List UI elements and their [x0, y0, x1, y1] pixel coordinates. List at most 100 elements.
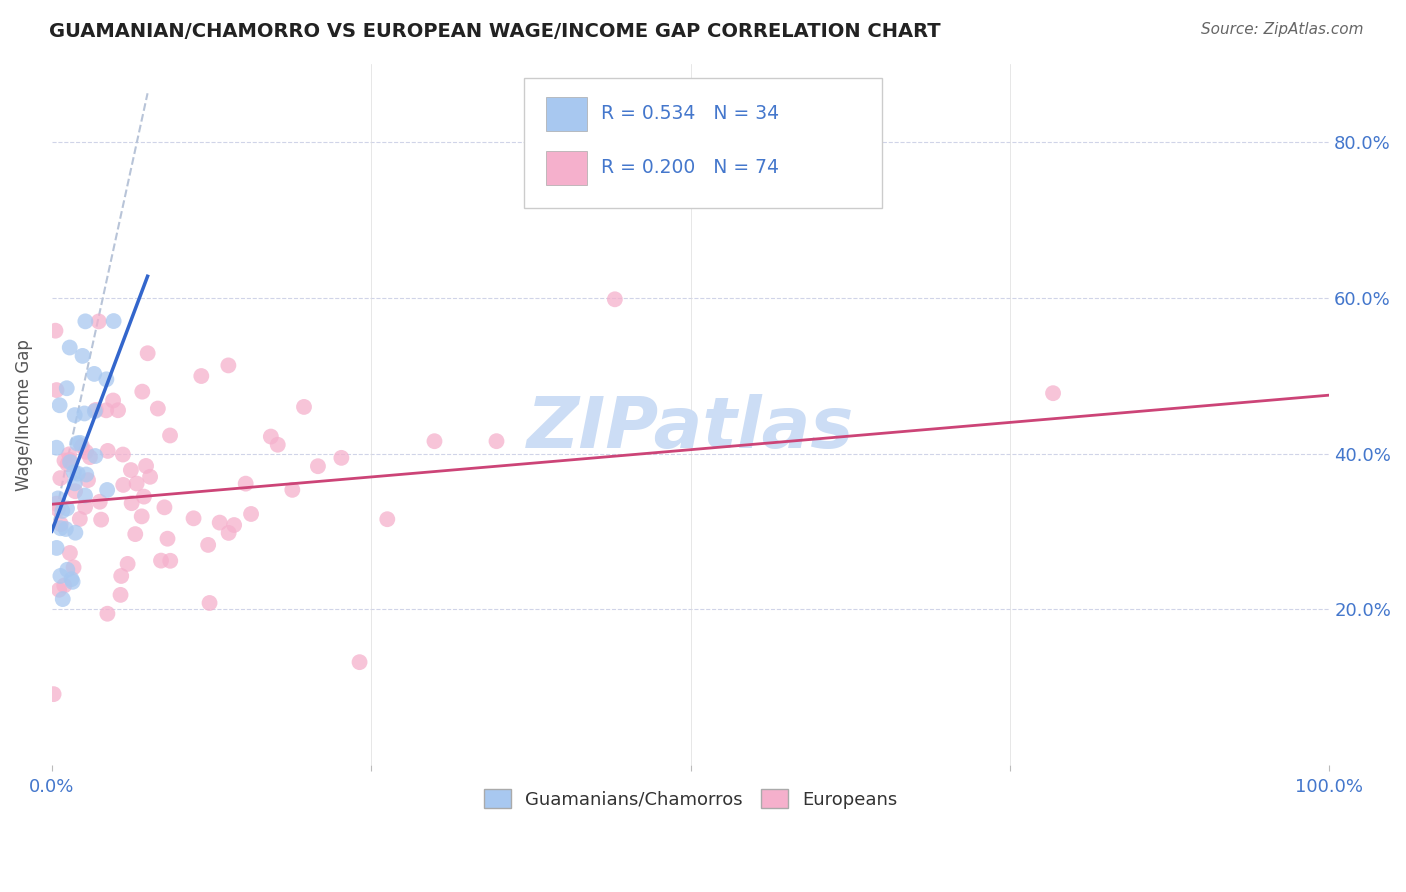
Point: [159, 428, 181, 442]
Bar: [546, 97, 588, 130]
Point: [48, 398, 70, 412]
Point: [42, 687, 65, 701]
Point: [75, 314, 97, 328]
Point: [153, 500, 176, 515]
Text: ZIPatlas: ZIPatlas: [527, 394, 855, 463]
Point: [45, 497, 67, 511]
Text: R = 0.534   N = 34: R = 0.534 N = 34: [602, 103, 779, 122]
Point: [117, 557, 139, 571]
Point: [49, 521, 72, 535]
Point: [69, 435, 91, 450]
Point: [56, 563, 79, 577]
Point: [55, 522, 77, 536]
Point: [46, 502, 69, 516]
Point: [60, 572, 83, 586]
Point: [58, 447, 80, 461]
Point: [121, 496, 143, 510]
Point: [51, 504, 73, 518]
Point: [330, 450, 353, 465]
Point: [84, 449, 107, 463]
Point: [267, 438, 290, 452]
Point: [132, 490, 155, 504]
Point: [72, 349, 94, 363]
Point: [120, 463, 142, 477]
Point: [218, 525, 240, 540]
Point: [83, 404, 105, 418]
Point: [75, 467, 97, 482]
Point: [603, 293, 626, 307]
Point: [83, 367, 105, 381]
Text: Source: ZipAtlas.com: Source: ZipAtlas.com: [1201, 22, 1364, 37]
Text: R = 0.200   N = 74: R = 0.200 N = 74: [602, 158, 779, 178]
Point: [75, 445, 97, 459]
Point: [111, 448, 134, 462]
Point: [77, 473, 100, 487]
Point: [79, 450, 101, 464]
Bar: [546, 151, 588, 185]
Point: [101, 393, 124, 408]
Point: [69, 512, 91, 526]
Point: [53, 453, 76, 467]
Point: [103, 314, 125, 328]
Point: [136, 346, 159, 360]
Point: [131, 509, 153, 524]
Point: [53, 578, 76, 592]
Point: [150, 553, 173, 567]
Point: [485, 434, 508, 449]
Point: [48, 582, 70, 597]
Point: [45, 383, 67, 397]
Point: [75, 500, 97, 514]
Point: [87, 314, 110, 328]
Point: [49, 517, 72, 532]
Point: [73, 488, 96, 502]
Point: [240, 507, 263, 521]
Point: [96, 607, 118, 621]
Point: [63, 465, 86, 479]
Point: [62, 560, 84, 574]
Point: [156, 532, 179, 546]
Point: [110, 588, 132, 602]
Point: [62, 574, 84, 589]
Point: [66, 436, 89, 450]
Point: [52, 592, 75, 607]
Point: [139, 470, 162, 484]
FancyBboxPatch shape: [524, 78, 882, 208]
Point: [217, 359, 239, 373]
Point: [125, 476, 148, 491]
Point: [124, 527, 146, 541]
Point: [70, 439, 93, 453]
Point: [131, 384, 153, 399]
Point: [96, 372, 118, 386]
Point: [197, 538, 219, 552]
Point: [49, 569, 72, 583]
Point: [44, 324, 66, 338]
Point: [208, 516, 231, 530]
Point: [89, 494, 111, 508]
Point: [159, 554, 181, 568]
Text: GUAMANIAN/CHAMORRO VS EUROPEAN WAGE/INCOME GAP CORRELATION CHART: GUAMANIAN/CHAMORRO VS EUROPEAN WAGE/INCO…: [49, 22, 941, 41]
Point: [146, 401, 169, 416]
Point: [349, 655, 371, 669]
Point: [135, 458, 157, 473]
Point: [112, 478, 135, 492]
Point: [292, 400, 315, 414]
Point: [110, 569, 132, 583]
Legend: Guamanians/Chamorros, Europeans: Guamanians/Chamorros, Europeans: [477, 781, 904, 816]
Point: [65, 525, 87, 540]
Point: [45, 441, 67, 455]
Point: [59, 546, 82, 560]
Point: [73, 407, 96, 421]
Point: [56, 501, 79, 516]
Point: [235, 476, 257, 491]
Point: [224, 518, 246, 533]
Point: [46, 491, 69, 506]
Point: [63, 476, 86, 491]
Point: [1042, 386, 1064, 401]
Point: [45, 541, 67, 555]
Point: [63, 484, 86, 499]
Point: [49, 471, 72, 485]
Point: [260, 429, 283, 443]
Point: [96, 403, 118, 417]
Y-axis label: Wage/Income Gap: Wage/Income Gap: [15, 339, 32, 491]
Point: [97, 444, 120, 458]
